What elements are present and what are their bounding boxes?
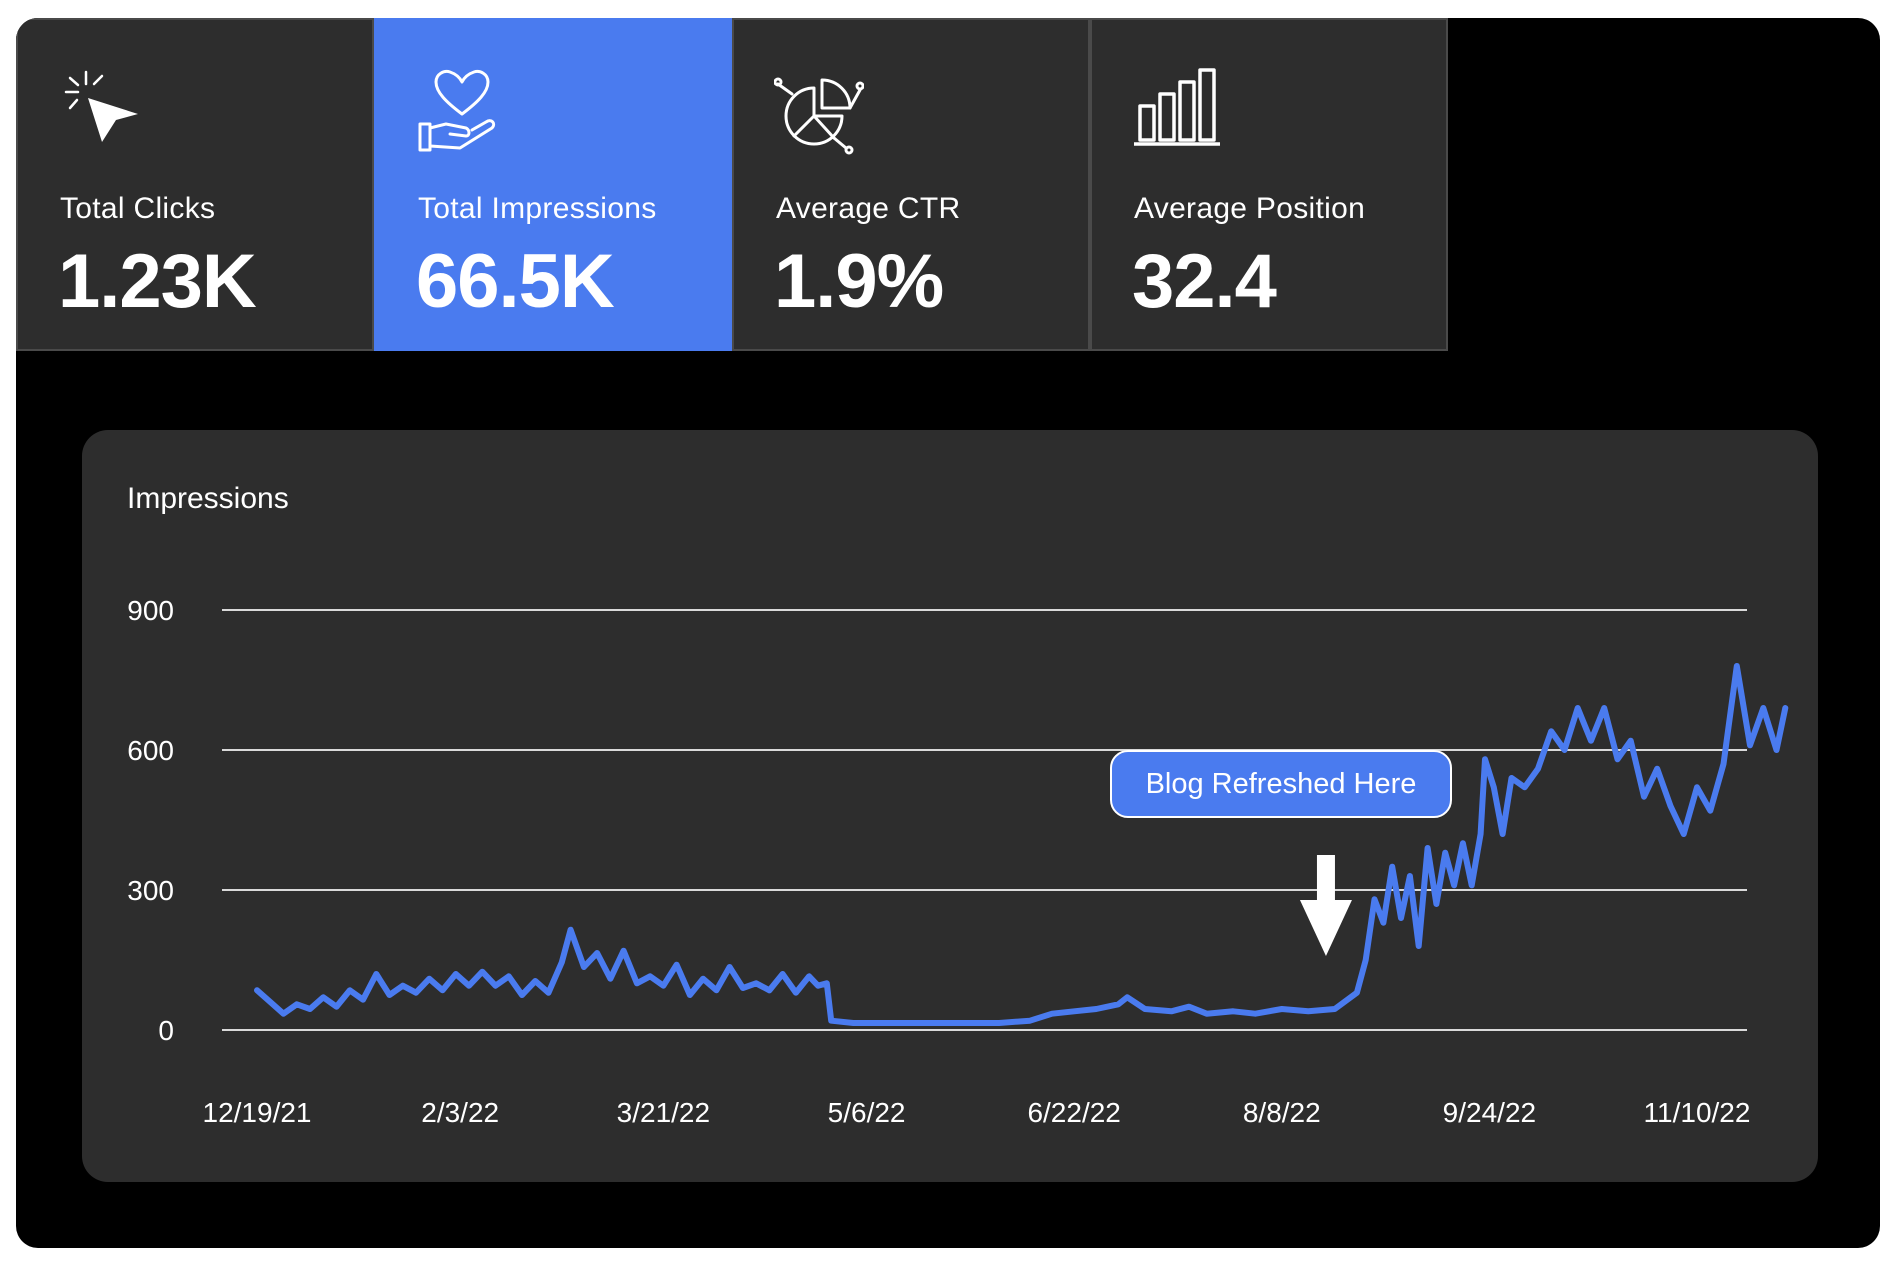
- impressions-series-line: [254, 663, 1789, 1026]
- metric-card-total-impressions[interactable]: Total Impressions 66.5K: [374, 18, 732, 351]
- x-tick-label: 11/10/22: [1644, 1097, 1751, 1128]
- cursor-click-icon: [64, 70, 138, 142]
- chart-title: Impressions: [127, 482, 289, 515]
- heart-hand-icon: [418, 70, 496, 152]
- annotation-down-arrow-icon: [1299, 855, 1352, 956]
- metric-value: 1.9%: [774, 239, 944, 324]
- x-tick-label: 9/24/22: [1443, 1097, 1536, 1128]
- bar-chart-icon: [1134, 68, 1220, 146]
- metric-value: 1.23K: [58, 239, 257, 324]
- pie-chart-icon: [774, 77, 864, 155]
- metric-value: 66.5K: [416, 239, 615, 324]
- x-tick-label: 5/6/22: [828, 1097, 906, 1128]
- metric-card-average-position[interactable]: Average Position 32.4: [1090, 18, 1448, 351]
- metric-label: Total Impressions: [418, 192, 657, 225]
- metric-cards: Total Clicks 1.23K Total Impressions 66.…: [16, 18, 1448, 351]
- annotation-callout: Blog Refreshed Here: [1110, 750, 1452, 818]
- dashboard-frame: Total Clicks 1.23K Total Impressions 66.…: [16, 18, 1880, 1248]
- x-tick-label: 8/8/22: [1243, 1097, 1321, 1128]
- metric-label: Average CTR: [776, 192, 961, 225]
- x-tick-label: 12/19/21: [203, 1097, 312, 1128]
- x-tick-label: 2/3/22: [421, 1097, 499, 1128]
- y-tick-label: 0: [158, 1015, 174, 1046]
- x-tick-label: 6/22/22: [1027, 1097, 1120, 1128]
- y-tick-label: 300: [127, 875, 174, 906]
- metric-card-total-clicks[interactable]: Total Clicks 1.23K: [16, 18, 374, 351]
- y-tick-label: 900: [127, 595, 174, 626]
- y-tick-label: 600: [127, 735, 174, 766]
- metric-label: Total Clicks: [60, 192, 216, 225]
- impressions-line-chart: 0 300 600 900 12/19/21 2/3/22 3/21/22 5/6/22 6/2…: [127, 595, 1789, 1128]
- x-tick-label: 3/21/22: [617, 1097, 710, 1128]
- metric-label: Average Position: [1134, 192, 1366, 225]
- impressions-chart-panel: Impressions 0 300 600 900 12/19/21 2/3/22 3/21…: [82, 430, 1818, 1182]
- metric-card-average-ctr[interactable]: Average CTR 1.9%: [732, 18, 1090, 351]
- metric-value: 32.4: [1132, 239, 1277, 324]
